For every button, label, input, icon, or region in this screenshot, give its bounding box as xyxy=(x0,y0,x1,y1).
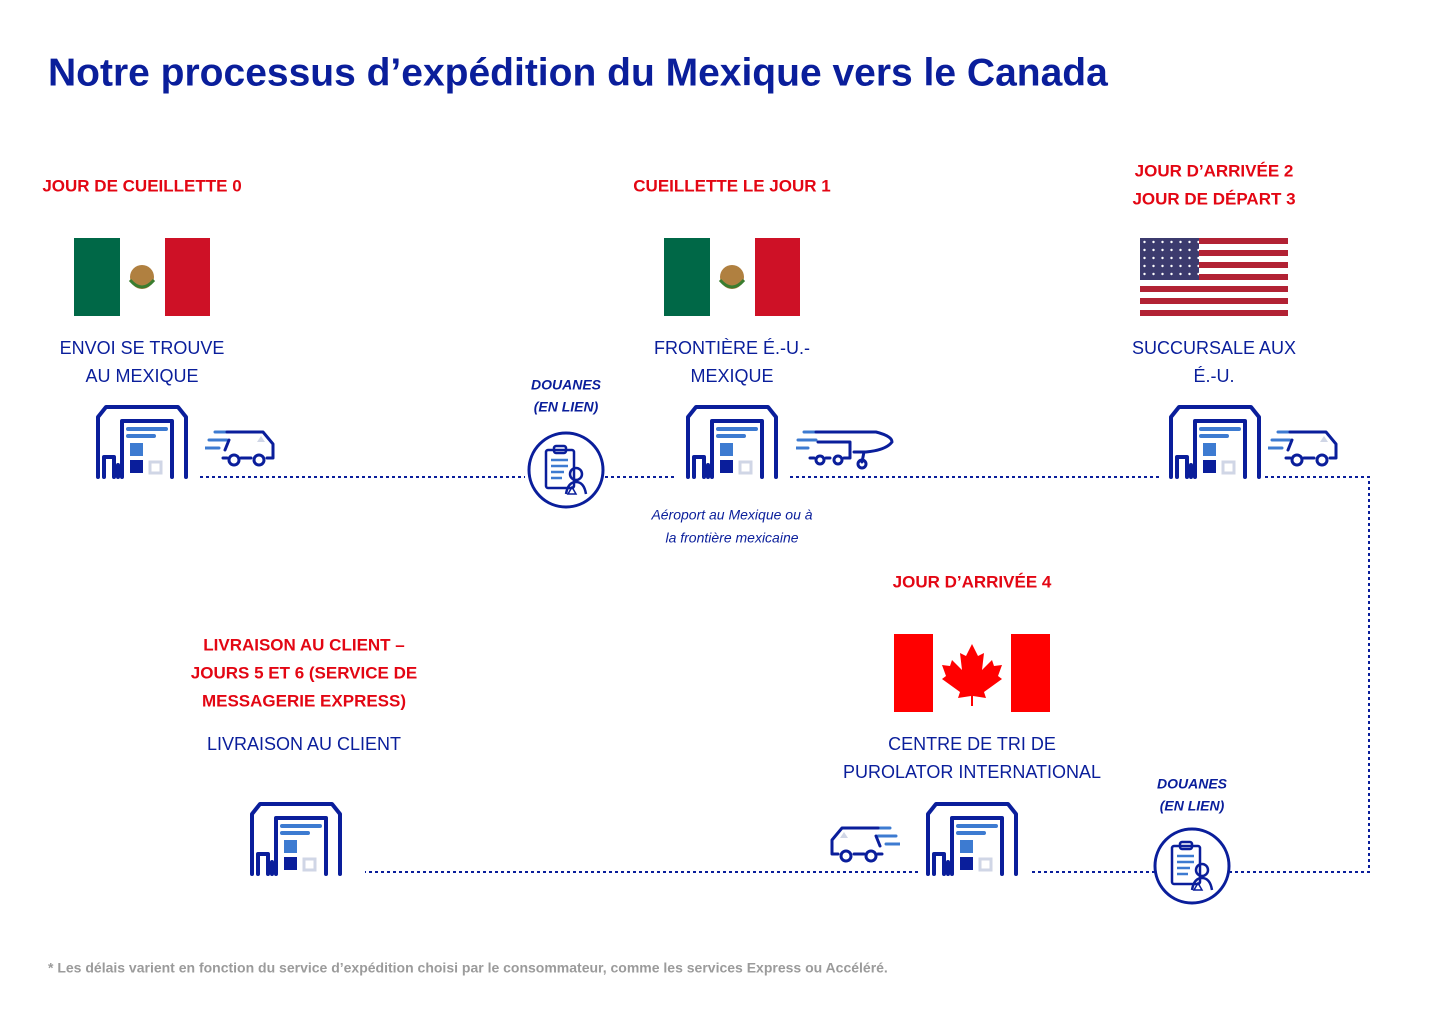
stage-day: JOUR DE CUEILLETTE 0 xyxy=(42,176,241,195)
customs-label: DOUANES xyxy=(1157,776,1228,792)
vehicle-icon xyxy=(830,826,900,863)
stage-day: JOUR DE DÉPART 3 xyxy=(1132,189,1295,208)
customs-icon xyxy=(1153,827,1231,905)
stage-location: PUROLATOR INTERNATIONAL xyxy=(843,762,1101,782)
airport-note: la frontière mexicaine xyxy=(665,530,798,546)
route xyxy=(200,476,1370,873)
stage-location: CENTRE DE TRI DE xyxy=(888,734,1056,754)
warehouse-icon xyxy=(926,802,1018,876)
warehouse-icon xyxy=(686,405,778,479)
stage-day: JOURS 5 ET 6 (SERVICE DE xyxy=(191,663,417,682)
flag xyxy=(1140,238,1288,316)
customs-label: (EN LIEN) xyxy=(534,399,599,415)
stage-location: AU MEXIQUE xyxy=(85,366,198,386)
warehouse-icon xyxy=(96,405,188,479)
title: Notre processus d’expédition du Mexique … xyxy=(48,51,1108,94)
stage-location: ENVOI SE TROUVE xyxy=(60,338,225,358)
flag xyxy=(664,238,800,316)
stage-location: É.-U. xyxy=(1193,366,1234,386)
vehicle-icon xyxy=(796,430,894,470)
vehicle-icon xyxy=(1268,430,1338,467)
flag xyxy=(894,634,1050,712)
stage-day: JOUR D’ARRIVÉE 4 xyxy=(893,572,1052,591)
route-line xyxy=(200,476,1370,873)
stage-location: SUCCURSALE AUX xyxy=(1132,338,1296,358)
stage-day: LIVRAISON AU CLIENT – xyxy=(203,635,405,654)
airport-note: Aéroport au Mexique ou à xyxy=(650,507,812,523)
footnote: * Les délais varient en fonction du serv… xyxy=(48,960,888,976)
customs-label: DOUANES xyxy=(531,377,602,393)
stage-day: CUEILLETTE LE JOUR 1 xyxy=(633,176,830,195)
warehouse-icon xyxy=(250,802,342,876)
vehicle-icon xyxy=(205,430,275,467)
flag xyxy=(74,238,210,316)
stage-location: FRONTIÈRE É.-U.- xyxy=(654,338,810,358)
stage-location: MEXIQUE xyxy=(690,366,773,386)
warehouse-icon xyxy=(1169,405,1261,479)
stage-location: LIVRAISON AU CLIENT xyxy=(207,734,401,754)
customs-label: (EN LIEN) xyxy=(1160,798,1225,814)
customs-icon xyxy=(527,431,605,509)
stage-day: JOUR D’ARRIVÉE 2 xyxy=(1135,161,1294,180)
stage-day: MESSAGERIE EXPRESS) xyxy=(202,691,406,710)
